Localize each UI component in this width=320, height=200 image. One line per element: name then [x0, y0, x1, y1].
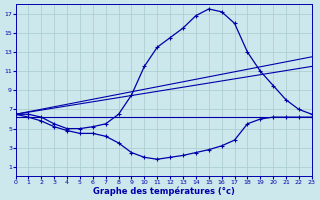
X-axis label: Graphe des températures (°c): Graphe des températures (°c)	[93, 186, 235, 196]
